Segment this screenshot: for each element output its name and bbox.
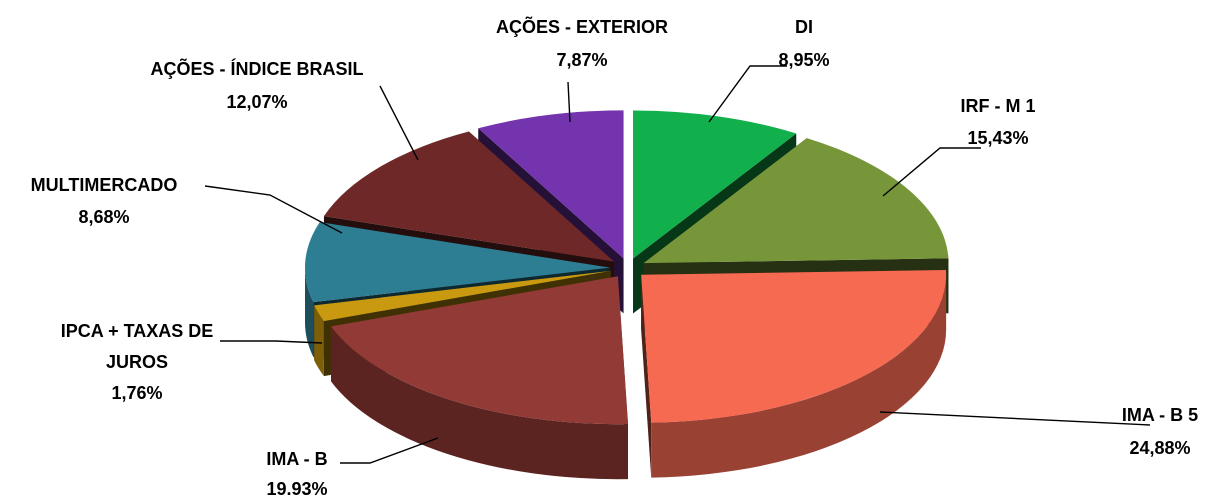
data-labels: DI 8,95% IRF - M 1 15,43% IMA - B 5 24,8… xyxy=(31,16,1199,498)
label-acoesbr-value: 12,07% xyxy=(226,92,287,112)
pie-slice-ima-b xyxy=(331,276,629,425)
label-irf-value: 15,43% xyxy=(967,128,1028,148)
label-imab5-value: 24,88% xyxy=(1129,438,1190,458)
slice-tops xyxy=(305,110,949,425)
label-ipca-name-line1: IPCA + TAXAS DE xyxy=(61,321,214,341)
leader-line-di xyxy=(708,65,787,123)
pie-slice-acoes-exterior xyxy=(478,110,624,259)
slice-outer-side-ipca-taxas-de-juros xyxy=(314,305,324,377)
pie-slice-irf-m-1 xyxy=(643,138,949,264)
slice-cut-face-ima-b-5-end xyxy=(641,274,652,478)
label-acoesext-value: 7,87% xyxy=(556,50,607,70)
label-irf-name: IRF - M 1 xyxy=(961,96,1036,116)
leader-line-imab5 xyxy=(879,411,1151,426)
label-acoesext-name: AÇÕES - EXTERIOR xyxy=(496,16,668,37)
label-ipca-name-line2: JUROS xyxy=(106,352,168,372)
pie-slice-multimercado xyxy=(305,222,611,303)
label-multi-value: 8,68% xyxy=(78,207,129,227)
leader-line-irf xyxy=(882,147,981,197)
label-di-value: 8,95% xyxy=(778,50,829,70)
leader-line-acoesext xyxy=(567,81,571,123)
leader-line-imab xyxy=(340,437,439,464)
pie-slice-ipca-taxas-de-juros xyxy=(314,270,611,322)
leader-lines xyxy=(204,65,1151,464)
pie-slice-acoes-indice-brasil xyxy=(323,131,615,262)
label-di-name: DI xyxy=(795,17,813,37)
label-multi-name: MULTIMERCADO xyxy=(31,175,178,195)
leader-line-multi xyxy=(204,185,343,234)
label-ipca-value: 1,76% xyxy=(111,383,162,403)
label-acoesbr-name: AÇÕES - ÍNDICE BRASIL xyxy=(150,58,363,79)
leader-line-acoesbr xyxy=(379,85,419,161)
label-imab-value: 19.93% xyxy=(266,479,327,498)
slice-outer-side-ima-b-5 xyxy=(651,274,947,478)
pie-slice-di xyxy=(633,110,797,259)
label-imab5-name: IMA - B 5 xyxy=(1122,405,1198,425)
leader-line-ipca xyxy=(220,340,323,344)
slice-outer-side-multimercado xyxy=(305,267,314,358)
slice-outer-side-ima-b xyxy=(331,326,629,480)
label-imab-name: IMA - B xyxy=(266,449,327,469)
pie-slice-ima-b-5 xyxy=(641,269,947,423)
